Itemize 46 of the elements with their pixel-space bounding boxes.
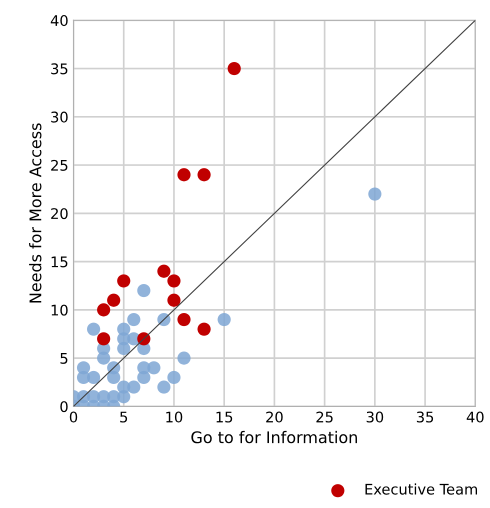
- x-tick-label: 25: [316, 412, 333, 423]
- x-tick-label: 40: [466, 412, 484, 423]
- point: [107, 370, 120, 384]
- y-tick-label: 15: [52, 256, 68, 268]
- point: [157, 264, 170, 278]
- y-axis-title: Needs for More Access: [29, 123, 42, 303]
- x-tick-label: 5: [120, 412, 128, 423]
- point: [87, 322, 100, 336]
- x-tick-label: 35: [416, 412, 434, 423]
- y-tick-label: 20: [51, 208, 68, 220]
- x-tick-label: 30: [366, 412, 384, 423]
- point: [167, 294, 181, 307]
- point: [197, 322, 211, 336]
- point: [97, 352, 110, 365]
- y-tick-label: 0: [60, 401, 68, 412]
- point: [228, 62, 241, 76]
- point: [137, 284, 150, 298]
- point: [218, 312, 231, 326]
- x-tick-label: 0: [70, 412, 78, 423]
- point: [157, 380, 170, 394]
- y-tick-label: 5: [60, 353, 68, 364]
- point: [117, 274, 130, 288]
- y-tick-label: 35: [51, 63, 68, 74]
- x-tick-label: 15: [216, 412, 232, 423]
- point: [197, 168, 211, 182]
- legend-label: Executive Team: [366, 483, 478, 495]
- point: [167, 370, 181, 384]
- y-tick-label: 25: [51, 160, 68, 171]
- x-tick-label: 20: [266, 412, 283, 423]
- point: [76, 370, 90, 384]
- point: [368, 187, 382, 201]
- x-axis-title: Go to for Information: [191, 430, 357, 444]
- y-tick-label: 40: [50, 15, 68, 26]
- point: [167, 274, 181, 288]
- point: [117, 342, 130, 356]
- point: [137, 370, 150, 384]
- point: [177, 352, 191, 365]
- point: [177, 168, 191, 182]
- point: [107, 294, 120, 307]
- point: [177, 312, 191, 326]
- point: [97, 332, 110, 346]
- point: [97, 303, 110, 316]
- point: [127, 312, 140, 326]
- y-tick-label: 10: [52, 304, 68, 316]
- x-tick-label: 10: [166, 412, 182, 423]
- y-tick-label: 30: [51, 112, 68, 123]
